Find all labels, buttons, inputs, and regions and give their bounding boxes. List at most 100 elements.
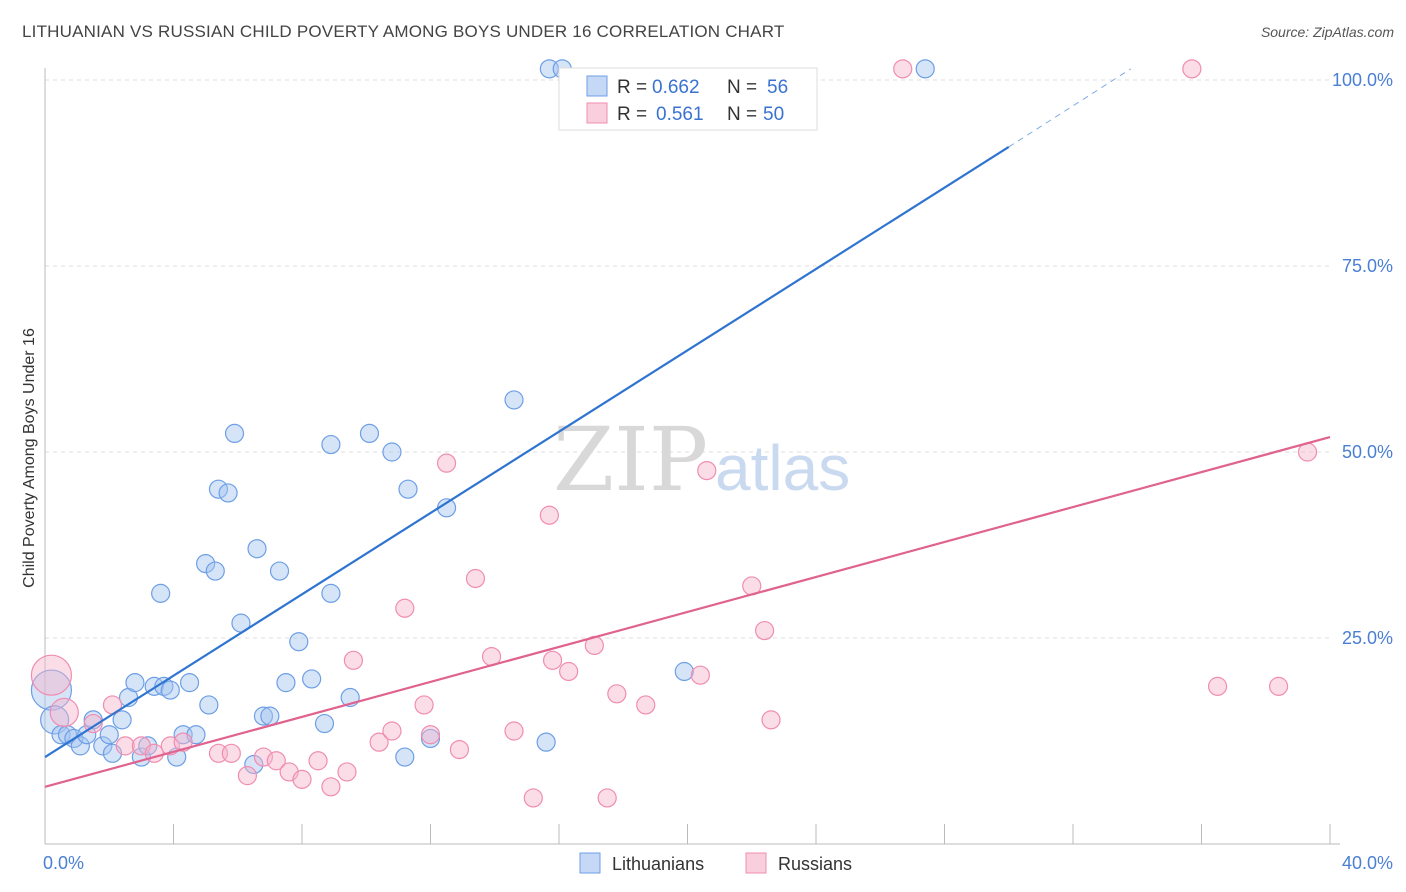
legend-r-label: R =	[617, 104, 647, 125]
russian-point	[1182, 59, 1202, 79]
russian-point	[597, 788, 617, 808]
lithuanian-point	[247, 539, 267, 559]
russian-point	[292, 769, 312, 789]
lithuanian-point	[674, 661, 694, 682]
tick-labels: 25.0% 50.0% 75.0% 100.0% 0.0% 40.0%	[43, 70, 1393, 873]
lithuanian-point	[138, 736, 158, 756]
grid-lines	[45, 79, 1330, 639]
watermark-atlas: atlas	[715, 432, 850, 504]
data-points	[30, 59, 1318, 808]
bottom-legend-swatch-russians	[745, 852, 767, 874]
russian-point	[266, 751, 286, 771]
russian-point	[221, 743, 241, 763]
bottom-legend: Lithuanians Russians	[579, 852, 852, 874]
russian-point	[253, 747, 274, 767]
russian-point	[542, 650, 563, 670]
y-tick-label: 25.0%	[1342, 628, 1393, 648]
legend-r-value: 0.561	[656, 104, 704, 125]
y-axis-title: Child Poverty Among Boys Under 16	[21, 328, 38, 588]
top-legend: R = 0.662 N = 56 R = 0.561 N = 50	[558, 67, 818, 131]
source-label: Source: ZipAtlas.com	[1260, 24, 1394, 40]
lithuanian-trend-line	[44, 146, 1010, 758]
russian-point	[504, 721, 524, 741]
lithuanian-point	[359, 423, 380, 443]
russian-point	[369, 732, 389, 752]
lithuanian-point	[314, 713, 335, 734]
lithuanian-point	[504, 390, 524, 410]
bottom-legend-russians: Russians	[778, 854, 852, 874]
lithuanian-point	[302, 669, 322, 689]
legend-n-label: N =	[727, 77, 757, 98]
lithuanian-point	[260, 706, 280, 726]
lithuanian-trend-extension	[1008, 68, 1132, 148]
lithuanian-point	[289, 632, 309, 652]
russian-point	[636, 695, 656, 715]
russian-point	[420, 725, 441, 745]
lithuanian-point	[199, 695, 219, 715]
russian-point	[754, 620, 775, 641]
russian-point	[343, 650, 363, 670]
chart-title: LITHUANIAN VS RUSSIAN CHILD POVERTY AMON…	[22, 22, 785, 41]
lithuanian-point	[30, 669, 73, 711]
russian-point	[30, 654, 73, 696]
lithuanian-point	[321, 583, 341, 603]
lithuanian-point	[40, 705, 70, 735]
x-tick-label: 0.0%	[43, 853, 84, 873]
lithuanian-point	[151, 583, 171, 603]
russian-point	[893, 59, 913, 79]
lithuanian-point	[536, 732, 556, 752]
legend-r-value: 0.662	[652, 77, 700, 98]
lithuanian-point	[398, 479, 418, 499]
russian-point	[697, 461, 717, 481]
russian-point	[449, 739, 470, 760]
lithuanian-point	[112, 710, 132, 730]
russian-point	[607, 684, 627, 704]
lithuanian-point	[99, 725, 119, 745]
lithuanian-point	[253, 706, 274, 726]
y-tick-label: 50.0%	[1342, 442, 1393, 462]
russian-point	[321, 777, 341, 797]
russian-point	[337, 762, 357, 782]
lithuanian-point	[244, 754, 264, 775]
russian-point	[559, 661, 579, 682]
lithuanian-point	[179, 673, 200, 693]
bottom-legend-lithuanians: Lithuanians	[612, 854, 704, 874]
lithuanian-point	[224, 423, 245, 443]
lithuanian-point	[70, 736, 90, 756]
lithuanian-point	[321, 434, 341, 455]
russian-trend-line	[44, 436, 1331, 788]
lithuanian-point	[208, 479, 229, 499]
legend-swatch-russians	[586, 102, 608, 124]
lithuanian-point	[93, 736, 113, 756]
russian-point	[761, 710, 781, 730]
russian-point	[308, 751, 328, 771]
russian-point	[115, 736, 135, 756]
lithuanian-point	[218, 483, 238, 503]
legend-n-value: 50	[763, 104, 784, 125]
russian-point	[465, 568, 486, 589]
lithuanian-point	[205, 561, 225, 581]
russian-point	[395, 598, 415, 618]
russian-point	[173, 732, 193, 752]
russian-point	[436, 453, 457, 473]
russian-point	[690, 665, 710, 685]
lithuanian-point	[160, 680, 180, 700]
russian-point	[523, 788, 543, 808]
bottom-legend-swatch-lithuanians	[579, 852, 601, 874]
lithuanian-point	[276, 673, 296, 693]
axes	[44, 68, 1340, 845]
lithuanian-point	[125, 673, 145, 693]
russian-point	[539, 505, 559, 525]
trend-lines	[44, 68, 1331, 788]
lithuanian-point	[269, 561, 290, 581]
russian-point	[83, 713, 103, 734]
russian-point	[1268, 676, 1289, 696]
russian-point	[382, 721, 402, 741]
legend-swatch-lithuanians	[586, 75, 608, 97]
russian-point	[1207, 676, 1228, 696]
lithuanian-point	[382, 442, 402, 462]
russian-point	[237, 766, 257, 786]
y-tick-label: 75.0%	[1342, 256, 1393, 276]
watermark-zip: ZIP	[553, 408, 708, 511]
